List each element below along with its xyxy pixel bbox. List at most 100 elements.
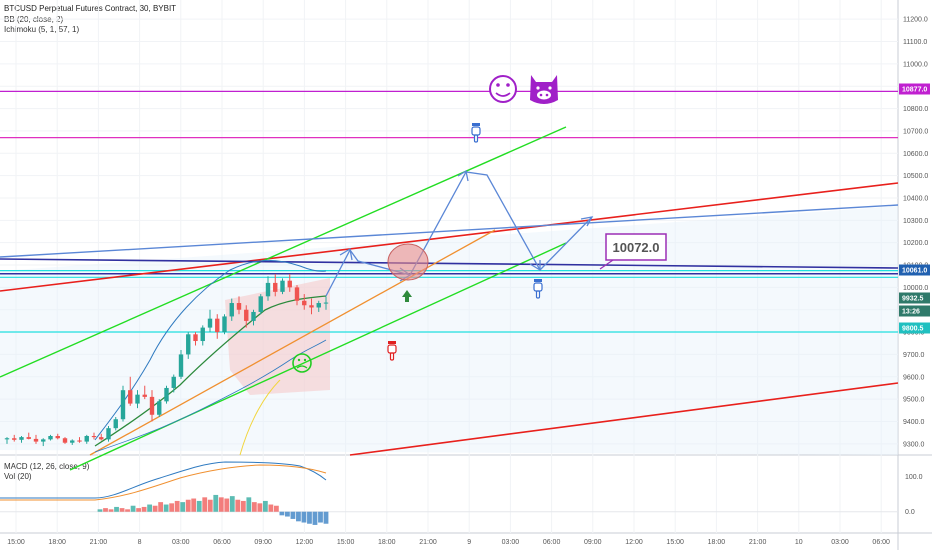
macd-histogram-bar — [251, 502, 257, 512]
macd-histogram-bar — [301, 511, 307, 523]
candle-body — [244, 309, 249, 321]
candle-body — [70, 440, 75, 443]
navy-trendline[interactable] — [0, 258, 899, 269]
macd-histogram-bar — [174, 500, 180, 512]
macd-histogram-bar — [318, 511, 323, 523]
price-axis-tick: 9700.0 — [903, 352, 925, 359]
candle-body — [316, 303, 321, 308]
time-axis-tick: 21:00 — [90, 539, 108, 546]
macd-histogram-bar — [202, 497, 208, 512]
sad-face-eye — [297, 358, 301, 362]
red-trendline-upper[interactable] — [0, 182, 899, 292]
macd-histogram-bar — [235, 499, 241, 512]
price-tag-label: 10877.0 — [902, 87, 927, 94]
hand-pointing-down-icon — [471, 123, 481, 143]
macd-axis-tick: 0.0 — [905, 509, 915, 516]
macd-histogram-bar — [262, 500, 268, 512]
projected-path[interactable] — [325, 171, 593, 297]
candle-body — [200, 327, 205, 342]
smiley-eye — [506, 83, 510, 87]
ichimoku-indicator-label[interactable]: Ichimoku (5, 1, 57, 1) — [4, 25, 80, 34]
hand-palm — [471, 126, 481, 136]
sad-face-mouth — [296, 365, 308, 369]
candle-body — [193, 334, 198, 342]
candle-body — [113, 419, 118, 429]
price-callout-pointer — [599, 259, 614, 270]
time-axis-tick: 06:00 — [543, 539, 561, 546]
candle-body — [251, 311, 256, 321]
bb-basis — [94, 295, 327, 447]
price-callout-box[interactable] — [605, 233, 667, 261]
candle-body — [157, 401, 162, 415]
pig-eye — [536, 86, 540, 90]
candle-body — [84, 436, 89, 442]
smiley-mouth — [495, 92, 511, 97]
candle-body — [26, 437, 31, 439]
up-arrow-icon — [402, 290, 412, 302]
price-tag-label: 9932.5 — [902, 296, 924, 303]
price-axis-tick: 9300.0 — [903, 441, 925, 448]
macd-histogram-bar — [296, 511, 301, 522]
arrowhead-icon — [580, 216, 594, 227]
macd-line — [0, 461, 327, 499]
price-tag-label: 10061.0 — [902, 268, 927, 275]
hand-pointing-down-icon — [387, 341, 397, 361]
candle-body — [91, 436, 97, 438]
macd-histogram-bar — [169, 503, 175, 512]
pig-face-icon — [530, 75, 558, 104]
candle-body — [19, 437, 24, 440]
green-channel-lower[interactable] — [69, 242, 567, 471]
time-axis-tick: 03:00 — [831, 539, 849, 546]
arrowhead-icon — [529, 260, 541, 272]
candle-body — [309, 305, 314, 308]
bb-lower-band — [94, 339, 327, 453]
macd-indicator-label[interactable]: MACD (12, 26, close, 9) — [4, 462, 90, 471]
macd-histogram-bar — [240, 500, 246, 512]
candle-body — [142, 394, 147, 397]
candle-body — [135, 394, 140, 404]
macd-histogram-bar — [191, 498, 197, 512]
time-axis-tick: 8 — [138, 539, 142, 546]
price-tag — [899, 83, 930, 95]
hand-cuff — [472, 123, 480, 126]
green-channel-upper[interactable] — [0, 126, 567, 378]
macd-histogram-bar — [290, 511, 296, 519]
candle-body — [128, 390, 133, 404]
blue-trendline[interactable] — [0, 204, 899, 258]
macd-histogram-bar — [229, 496, 235, 512]
macd-histogram-bar — [136, 508, 141, 512]
time-axis-tick: 15:00 — [337, 539, 355, 546]
volume-indicator-label[interactable]: Vol (20) — [4, 472, 32, 481]
time-axis-tick: 10 — [795, 539, 803, 546]
candle-body — [302, 300, 307, 306]
macd-histogram-bar — [279, 511, 285, 516]
candle-body — [323, 302, 329, 304]
smiley-outline — [489, 75, 517, 103]
candle-body — [222, 316, 227, 333]
candle-body — [273, 282, 278, 292]
macd-histogram-bar — [163, 504, 169, 512]
macd-histogram-bar — [158, 502, 164, 512]
macd-histogram-bar — [141, 506, 147, 512]
arrowhead-icon — [339, 247, 353, 261]
macd-histogram-bar — [218, 497, 224, 512]
red-trendline-lower[interactable] — [349, 382, 899, 456]
time-axis-tick: 18:00 — [48, 539, 66, 546]
price-tag — [899, 292, 930, 304]
sad-face-icon — [292, 353, 312, 373]
macd-histogram-bar — [257, 503, 263, 512]
candle-body — [171, 376, 176, 388]
candle-body — [12, 438, 17, 440]
candle-body — [55, 436, 60, 439]
macd-histogram-bar — [103, 508, 108, 512]
time-axis-tick: 03:00 — [172, 539, 190, 546]
price-axis-tick: 11000.0 — [903, 61, 928, 68]
macd-histogram-bar — [125, 509, 130, 512]
ichimoku-span — [239, 379, 281, 456]
candle-body — [62, 438, 68, 443]
hand-palm — [387, 344, 397, 354]
highlight-circle[interactable] — [387, 243, 429, 281]
macd-histogram-bar — [185, 499, 191, 512]
candle-body — [280, 280, 285, 292]
